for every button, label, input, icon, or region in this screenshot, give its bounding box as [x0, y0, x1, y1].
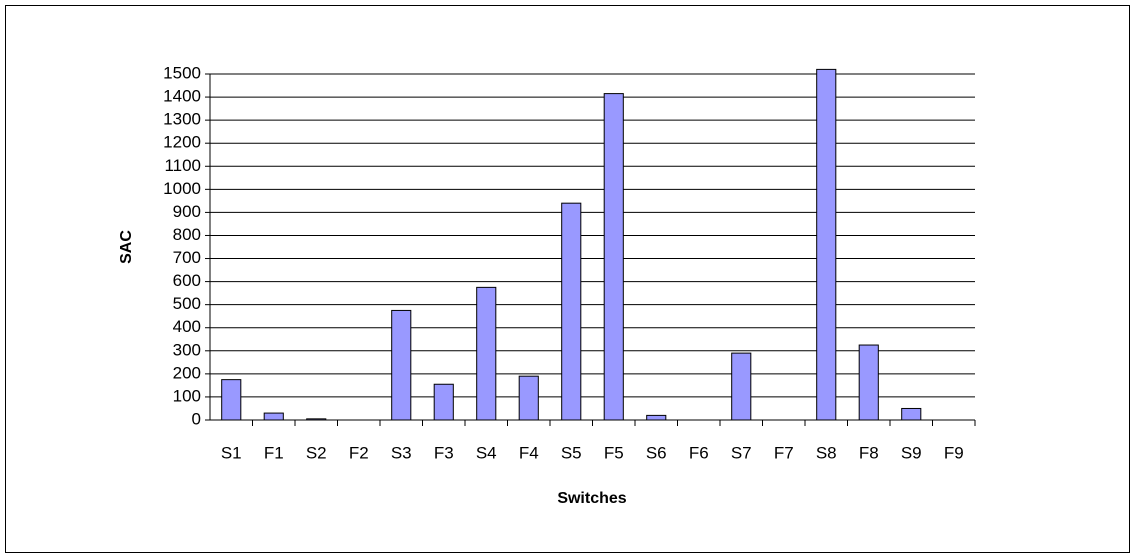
- y-axis-title: SAC: [118, 230, 135, 264]
- y-tick-label: 1400: [163, 87, 201, 106]
- y-tick-label: 0: [192, 409, 201, 428]
- x-tick-label: S6: [646, 443, 667, 462]
- x-tick-label: S5: [561, 443, 582, 462]
- x-tick-label: S4: [476, 443, 497, 462]
- bar: [263, 412, 284, 421]
- x-tick-label: S7: [731, 443, 752, 462]
- x-tick-label: F5: [604, 443, 624, 462]
- y-tick-label: 800: [173, 225, 201, 244]
- x-tick-label: S8: [816, 443, 837, 462]
- y-tick-label: 200: [173, 363, 201, 382]
- x-tick-label: F3: [434, 443, 454, 462]
- x-tick-label: F4: [519, 443, 539, 462]
- y-tick-label: 900: [173, 202, 201, 221]
- bar: [816, 68, 837, 421]
- y-tick-label: 1200: [163, 133, 201, 152]
- x-tick-label: F8: [859, 443, 879, 462]
- y-tick-label: 1300: [163, 110, 201, 129]
- x-tick-label: F2: [349, 443, 369, 462]
- y-tick-label: 700: [173, 248, 201, 267]
- y-tick-label: 1500: [163, 63, 201, 82]
- x-tick-label: F9: [944, 443, 964, 462]
- x-tick-label: S9: [901, 443, 922, 462]
- bar: [731, 352, 752, 421]
- x-tick-label: F7: [774, 443, 794, 462]
- x-tick-label: F6: [689, 443, 709, 462]
- y-tick-label: 500: [173, 294, 201, 313]
- bar: [518, 375, 539, 421]
- bar: [391, 309, 412, 421]
- bar: [646, 414, 667, 421]
- bar: [433, 383, 454, 421]
- bar: [901, 407, 922, 421]
- y-tick-label: 600: [173, 271, 201, 290]
- x-tick-label: S2: [306, 443, 327, 462]
- y-tick-label: 1100: [164, 156, 201, 175]
- bar: [858, 344, 879, 421]
- bar: [221, 379, 242, 421]
- bar: [561, 202, 582, 421]
- x-axis-title: Switches: [557, 490, 626, 507]
- y-tick-label: 1000: [163, 179, 201, 198]
- x-tick-label: S3: [391, 443, 412, 462]
- y-tick-label: 400: [173, 317, 201, 336]
- bar: [603, 93, 624, 421]
- y-tick-label: 300: [173, 340, 201, 359]
- bar: [476, 286, 497, 421]
- x-tick-label: F1: [264, 443, 284, 462]
- x-tick-label: S1: [221, 443, 242, 462]
- y-tick-label: 100: [173, 386, 201, 405]
